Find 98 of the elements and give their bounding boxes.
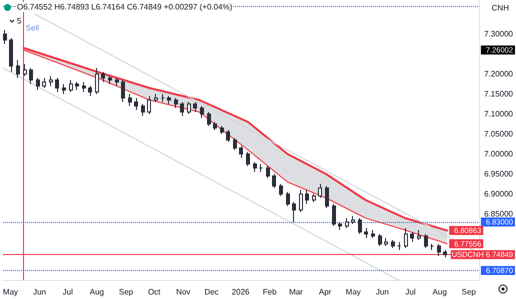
- candlestick: [239, 146, 243, 158]
- y-tick-label: 7.20000: [484, 70, 514, 78]
- y-tick-label: 7.15000: [484, 90, 514, 98]
- candlestick: [207, 112, 211, 126]
- candlestick: [115, 78, 119, 86]
- annotation: 5: [17, 16, 22, 26]
- candlestick: [279, 184, 283, 196]
- x-tick-label: Sep: [462, 288, 476, 296]
- candlestick: [226, 130, 230, 142]
- candlestick: [332, 204, 336, 226]
- x-tick-label: Jul: [405, 288, 416, 296]
- candlestick: [180, 102, 184, 116]
- candlestick: [312, 194, 316, 202]
- candlestick: [167, 96, 171, 104]
- candlestick: [378, 234, 382, 246]
- candlestick: [49, 76, 53, 86]
- candlestick: [272, 174, 276, 188]
- candlestick: [233, 138, 237, 150]
- candlestick: [325, 186, 329, 208]
- y-tick-label: 7.00000: [484, 150, 514, 158]
- candlestick: [397, 242, 401, 250]
- candlestick: [193, 102, 197, 112]
- candlestick: [88, 86, 92, 96]
- candlestick: [36, 78, 40, 90]
- annotation: Sell: [26, 24, 40, 32]
- candlestick: [220, 126, 224, 134]
- x-tick-label: Dec: [204, 288, 219, 296]
- text: CNH: [492, 4, 510, 12]
- x-tick-label: May: [346, 288, 361, 296]
- candlestick: [424, 234, 428, 248]
- candlestick: [384, 238, 388, 246]
- candlestick: [29, 68, 33, 84]
- candlestick: [338, 222, 342, 230]
- candlestick: [430, 244, 434, 250]
- candlestick: [161, 94, 165, 102]
- x-tick-label: May: [2, 288, 18, 296]
- candlestick: [95, 68, 99, 94]
- x-tick-label: Apr: [318, 288, 332, 296]
- candlestick: [286, 192, 290, 206]
- candlestick: [134, 98, 138, 110]
- candlestick: [371, 230, 375, 238]
- candlestick: [404, 228, 408, 248]
- candlestick: [410, 232, 414, 242]
- candlestick: [128, 94, 132, 106]
- candlestick: [305, 190, 309, 204]
- candlestick: [364, 228, 368, 238]
- candlestick: [108, 76, 112, 84]
- candlestick: [299, 190, 303, 212]
- candlestick: [213, 122, 217, 130]
- candlestick: [16, 60, 20, 78]
- candlestick: [358, 218, 362, 234]
- candlestick: [69, 80, 73, 92]
- candlestick: [443, 250, 447, 258]
- y-tick-label: 7.05000: [484, 130, 514, 138]
- x-tick-label: Jul: [62, 288, 74, 296]
- x-tick-label: Sep: [118, 288, 134, 296]
- candlestick: [82, 82, 86, 92]
- candlestick: [200, 106, 204, 118]
- candlestick: [318, 184, 322, 198]
- y-tick-label: 7.10000: [484, 110, 514, 118]
- candlestick: [9, 38, 13, 72]
- candlestick: [266, 166, 270, 178]
- candlestick: [121, 80, 125, 102]
- annotation: O6.74552 H6.74893 L6.74164 C6.74849 +0.00297 (+0.04%): [17, 2, 233, 12]
- candlestick: [417, 230, 421, 240]
- y-tick-label: 6.85000: [484, 210, 514, 218]
- candlestick: [259, 164, 263, 172]
- candlestick: [154, 94, 158, 102]
- candlestick: [62, 84, 66, 94]
- candlestick: [246, 152, 250, 166]
- candlestick: [345, 218, 349, 228]
- x-tick-label: Jun: [33, 288, 46, 296]
- candlestick: [55, 78, 59, 92]
- x-tick-label: Aug: [90, 288, 104, 296]
- candlestick: [391, 240, 395, 248]
- candlestick: [42, 78, 46, 88]
- candlestick: [351, 216, 355, 224]
- x-tick-label: Mar: [289, 288, 304, 296]
- x-tick-label: Jun: [376, 288, 389, 296]
- x-tick-label: Aug: [432, 288, 447, 296]
- y-tick-label: 6.95000: [484, 170, 514, 178]
- candlestick: [437, 244, 441, 256]
- y-tick-label: 6.90000: [484, 190, 514, 198]
- candlestick: [75, 82, 79, 90]
- candlestick: [187, 102, 191, 114]
- candlestick: [292, 202, 296, 222]
- y-tick-label: 7.30000: [484, 30, 514, 38]
- candlestick: [3, 30, 7, 44]
- x-tick-label: Oct: [148, 288, 162, 296]
- x-tick-label: Nov: [176, 288, 190, 296]
- candlestick: [253, 162, 257, 172]
- candlestick: [147, 96, 151, 114]
- candlestick: [174, 98, 178, 108]
- x-tick-label: 2026: [232, 288, 250, 296]
- candlestick: [23, 64, 27, 76]
- x-tick-label: Feb: [262, 288, 278, 296]
- candlestick: [141, 104, 145, 116]
- candlestick: [101, 72, 105, 82]
